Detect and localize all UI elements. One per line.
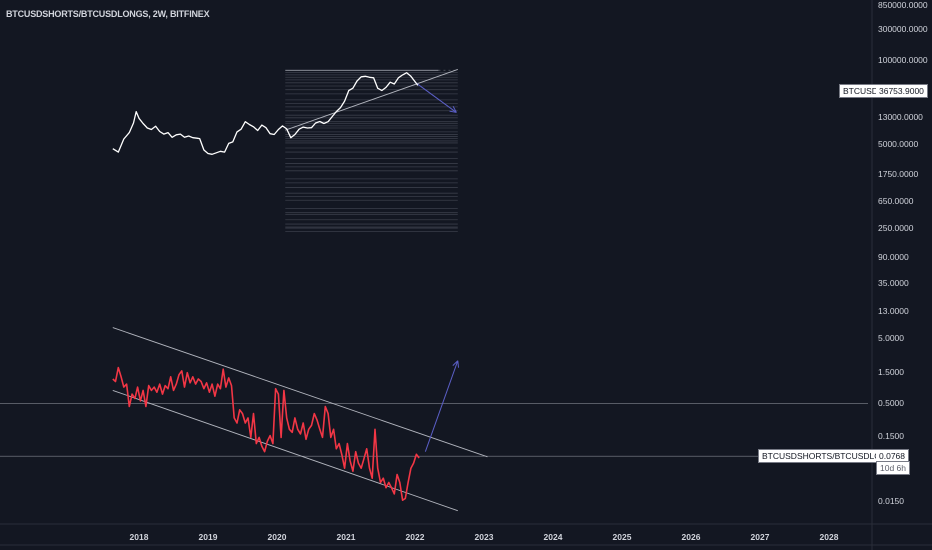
shorts-longs-ratio-line (112, 366, 420, 502)
channel-upper-line (112, 327, 488, 458)
btc-projection-arrow-head (452, 106, 457, 113)
price-axis-tick: 13.0000 (878, 306, 909, 317)
price-axis-tick: 100000.0000 (878, 55, 928, 65)
btc-price-tag: BTCUSD (839, 84, 882, 98)
btc-projection-arrow-head (449, 110, 457, 113)
ratio-projection-arrow-head (452, 360, 459, 367)
time-axis-tick: 2024 (543, 532, 563, 542)
price-axis-tick: 850000.0000 (878, 0, 928, 10)
price-axis-tick: 1.5000 (878, 366, 904, 377)
ratio-projection-arrow-head (457, 360, 460, 368)
time-axis-tick: 2028 (819, 532, 839, 542)
price-axis-tick: 5.0000 (878, 332, 904, 343)
price-axis-tick: 5000.0000 (878, 139, 919, 150)
time-axis-tick: 2026 (681, 532, 701, 542)
time-axis-tick: 2027 (750, 532, 770, 542)
price-axis-tick: 0.1500 (878, 431, 904, 442)
price-axis-tick: 13000.0000 (878, 112, 923, 123)
price-axis-tick: 300000.0000 (878, 24, 928, 35)
time-axis-tick: 2018 (129, 532, 149, 542)
time-axis-tick: 2023 (474, 532, 494, 542)
price-axis-tick: 650.0000 (878, 196, 914, 207)
price-axis-tick: 0.0150 (878, 496, 904, 506)
price-axis-tick: 35.0000 (878, 278, 909, 289)
time-axis-tick: 2019 (198, 532, 218, 542)
drawing-layer (112, 69, 488, 512)
series-layer (112, 72, 420, 502)
ratio-symbol-tag: BTCUSDSHORTS/BTCUSDLONGS (758, 449, 904, 463)
btc-projection-arrow (414, 81, 457, 113)
btc-trendline (285, 69, 458, 131)
price-axis-tick: 90.0000 (878, 251, 909, 262)
bar-countdown: 10d 6h (876, 461, 910, 475)
btc-price-value: 36753.9000 (876, 84, 928, 98)
fib-levels-layer (285, 69, 458, 232)
ratio-projection-arrow (424, 360, 459, 452)
btc-symbol-label: BTCUSD (843, 86, 878, 96)
time-axis-tick: 2022 (405, 532, 425, 542)
time-axis-tick: 2020 (267, 532, 287, 542)
price-axis-tick: 0.5000 (878, 397, 904, 408)
price-axis-tick: 1750.0000 (878, 168, 919, 179)
btcusd-line (112, 72, 419, 155)
price-axis-tick: 250.0000 (878, 223, 914, 234)
time-axis-tick: 2025 (612, 532, 632, 542)
time-axis-tick: 2021 (336, 532, 356, 542)
chart-title: BTCUSDSHORTS/BTCUSDLONGS, 2W, BITFINEX (6, 9, 210, 19)
